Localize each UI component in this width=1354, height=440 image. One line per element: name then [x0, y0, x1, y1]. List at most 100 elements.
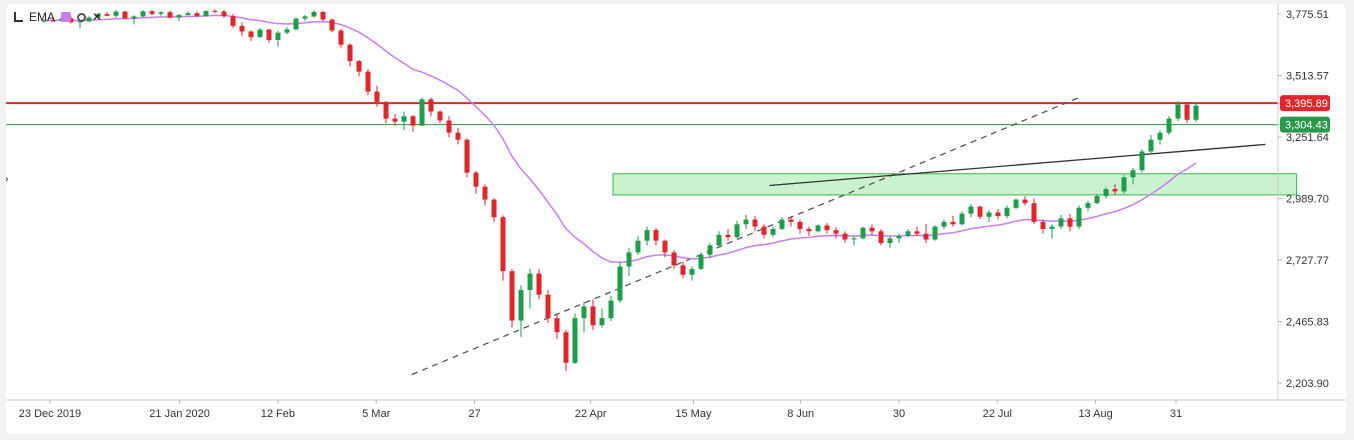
price-tick-label: 2,203.90	[1286, 378, 1329, 390]
candle-body	[950, 221, 956, 225]
candle-body	[491, 199, 497, 218]
candle-body	[446, 120, 452, 133]
candles-layer	[41, 9, 1199, 372]
candle-body	[419, 99, 425, 126]
candle-body	[1067, 218, 1073, 227]
chart-panel[interactable]: 3,775.51 3,513.57 3,251.64 2,989.70 2,727.77…	[6, 4, 1346, 434]
candle-body	[932, 226, 938, 240]
candle-body	[1076, 207, 1082, 227]
price-tick-label: 2,465.83	[1286, 317, 1329, 329]
candle-body	[1193, 105, 1199, 120]
candle-body	[707, 245, 713, 255]
remove-indicator-icon[interactable]: ✕	[92, 10, 103, 24]
candle-body	[1184, 104, 1190, 120]
zone-layer	[612, 173, 1298, 196]
resistance-price-tag-bg	[1280, 95, 1330, 112]
candle-body	[203, 11, 209, 16]
candle-body	[860, 227, 866, 239]
current-price-tag: 3,304.43	[1285, 120, 1328, 132]
candle-body	[149, 11, 155, 14]
candle-body	[815, 225, 821, 232]
time-tick-label: 22 Apr	[575, 408, 607, 420]
candle-body	[365, 71, 371, 92]
candle-body	[509, 271, 515, 321]
candle-body	[842, 233, 848, 240]
candle-body	[572, 318, 578, 363]
price-tick-label: 2,727.77	[1286, 255, 1329, 267]
candle-body	[788, 219, 794, 222]
candle-body	[1166, 118, 1172, 133]
candle-body	[797, 221, 803, 229]
candle-body	[392, 118, 398, 122]
candle-body	[977, 206, 983, 217]
candle-body	[437, 111, 443, 121]
candle-body	[1031, 203, 1037, 222]
candle-body	[563, 332, 569, 363]
time-tick-label: 23 Dec 2019	[19, 408, 81, 420]
candle-body	[1157, 132, 1163, 140]
indicator-label: EMA	[29, 10, 56, 24]
candle-body	[356, 61, 362, 72]
candle-body	[599, 318, 605, 326]
candle-body	[626, 252, 632, 267]
candle-body	[689, 268, 695, 275]
candle-body	[266, 29, 272, 40]
chart-legend: EMA ✕	[14, 10, 102, 24]
candle-body	[500, 217, 506, 272]
candle-body	[1103, 189, 1109, 197]
candle-body	[1049, 226, 1055, 229]
time-tick-label: 31	[1170, 408, 1182, 420]
candle-body	[239, 25, 245, 32]
settings-icon[interactable]	[77, 12, 87, 22]
candle-body	[176, 15, 182, 18]
scroll-left-arrow-icon[interactable]: ›	[6, 170, 9, 186]
candle-body	[122, 11, 128, 19]
candle-body	[644, 230, 650, 241]
candle-body	[896, 235, 902, 239]
candle-body	[140, 11, 146, 17]
candle-body	[104, 14, 110, 16]
candle-body	[1121, 177, 1127, 192]
time-tick-label: 30	[893, 408, 905, 420]
candle-body	[293, 18, 299, 30]
candle-body	[743, 219, 749, 225]
candle-body	[1130, 170, 1136, 178]
candle-body	[734, 224, 740, 238]
candle-body	[1148, 139, 1154, 152]
candle-body	[464, 139, 470, 173]
price-tick-label: 3,251.64	[1286, 132, 1329, 144]
time-tick-label: 22 Jul	[983, 408, 1012, 420]
candle-body	[959, 213, 965, 225]
candle-body	[410, 116, 416, 126]
candle-body	[338, 30, 344, 45]
candle-body	[536, 273, 542, 295]
candle-body	[617, 266, 623, 301]
candle-body	[986, 212, 992, 217]
ema-line	[43, 14, 1197, 264]
time-tick-label: 13 Aug	[1078, 408, 1112, 420]
candle-body	[1040, 221, 1046, 229]
candle-body	[995, 212, 1001, 217]
candle-body	[221, 11, 227, 17]
candle-body	[383, 101, 389, 119]
candle-body	[455, 132, 461, 140]
candle-body	[1058, 218, 1064, 227]
candle-body	[320, 12, 326, 20]
candle-body	[878, 231, 884, 244]
candle-body	[1013, 199, 1019, 208]
trendline-dashed	[411, 95, 1083, 376]
candle-body	[77, 21, 83, 23]
candle-body	[473, 172, 479, 187]
current-price-tag-bg	[1280, 116, 1330, 133]
candle-body	[554, 318, 560, 333]
resistance-price-tag: 3,395.89	[1285, 98, 1328, 110]
candle-body	[302, 16, 308, 19]
candle-body	[887, 238, 893, 244]
time-tick-label: 27	[468, 408, 480, 420]
candle-body	[194, 13, 200, 16]
candle-body	[1094, 196, 1100, 204]
trendline-solid	[769, 143, 1266, 187]
price-chart[interactable]: 3,775.51 3,513.57 3,251.64 2,989.70 2,727.77…	[6, 4, 1346, 434]
candle-body	[527, 273, 533, 290]
